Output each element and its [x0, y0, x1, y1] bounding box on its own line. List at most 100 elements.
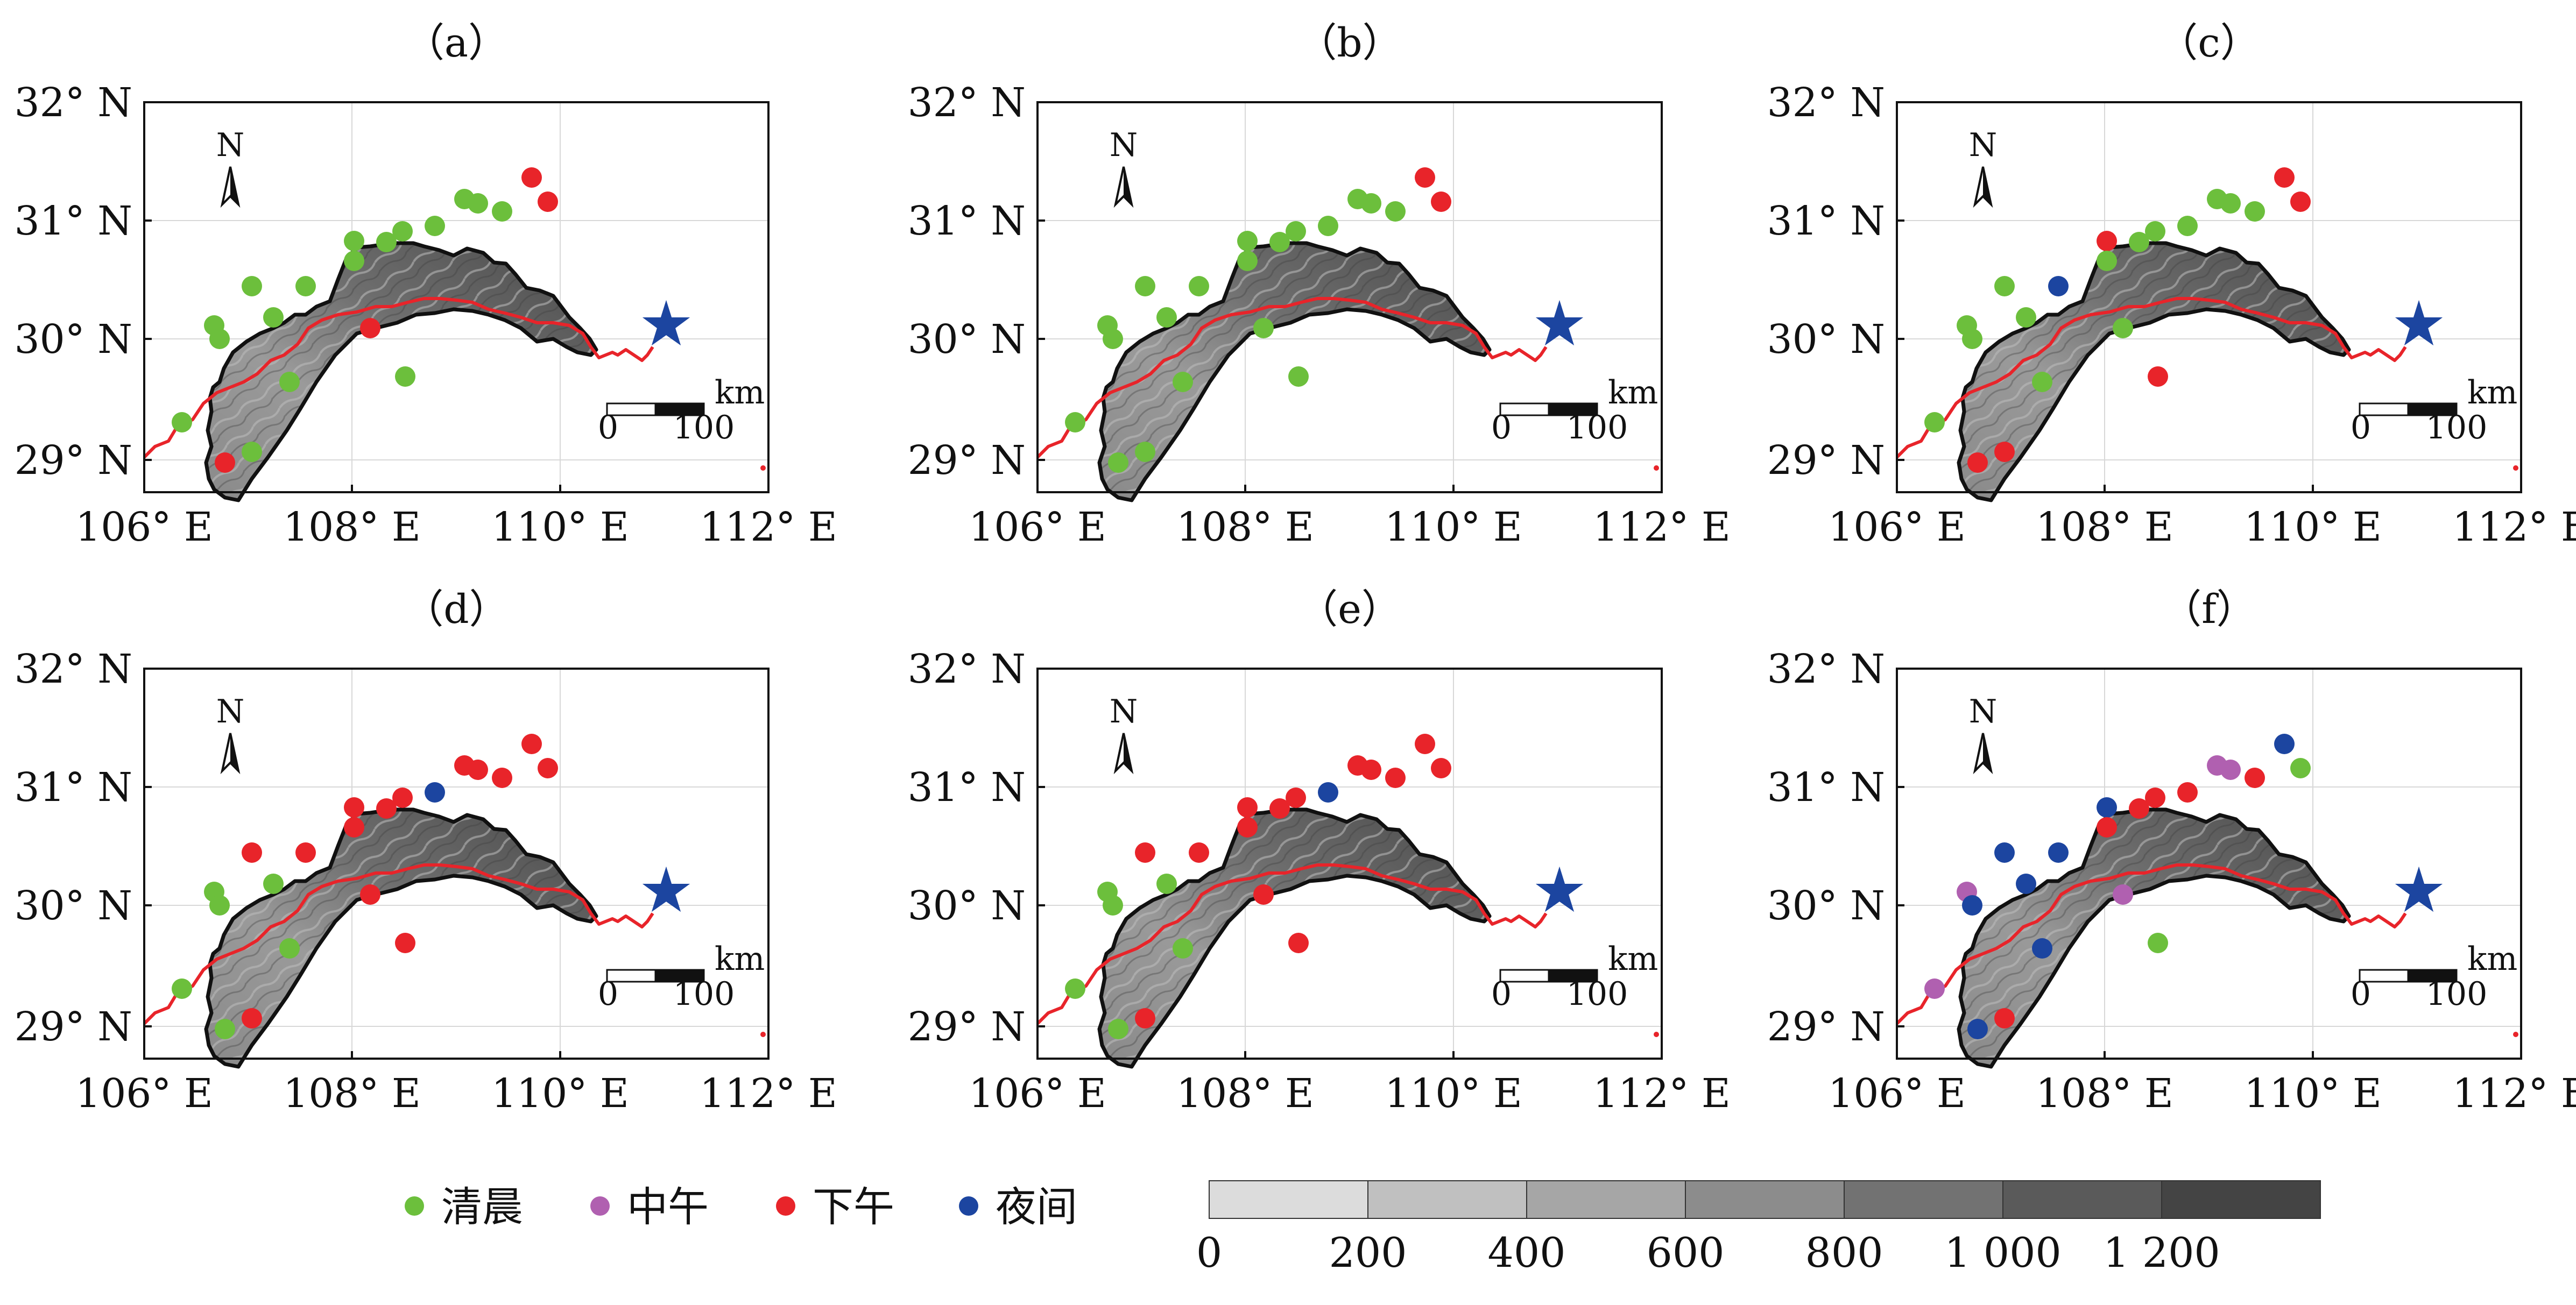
station-marker	[454, 189, 475, 209]
lon-tick-label: 106° E	[969, 1070, 1106, 1117]
lon-tick-label: 108° E	[283, 504, 421, 550]
scale-bar-unit: km	[715, 940, 765, 978]
station-marker	[425, 782, 445, 803]
scale-bar-start: 0	[598, 409, 618, 446]
legend-item-noon: 中午	[590, 1183, 709, 1231]
station-marker	[1347, 755, 1368, 776]
station-marker	[392, 221, 413, 242]
lat-tick-label: 32° N	[908, 646, 1026, 692]
scale-bar-start: 0	[598, 975, 618, 1013]
station-marker	[2097, 797, 2117, 818]
station-marker	[344, 817, 364, 838]
station-marker	[1189, 842, 1209, 863]
panel-label: （d）	[404, 586, 509, 633]
station-marker	[279, 938, 300, 959]
station-marker	[454, 755, 475, 776]
panel-label: （c）	[2158, 20, 2260, 66]
station-marker	[1269, 798, 1290, 819]
outlet-star-icon	[2395, 300, 2443, 345]
station-marker	[2274, 734, 2295, 754]
station-marker	[395, 366, 415, 387]
station-marker	[344, 251, 364, 271]
lat-tick-label: 32° N	[15, 646, 132, 692]
lon-tick-label: 108° E	[283, 1070, 421, 1117]
station-marker	[2032, 372, 2052, 392]
lat-tick-label: 29° N	[1767, 1004, 1885, 1050]
station-marker	[1318, 782, 1338, 803]
panel-label: （b）	[1297, 20, 1402, 66]
station-marker	[2145, 221, 2165, 242]
lon-tick-label: 108° E	[1176, 1070, 1314, 1117]
station-marker	[425, 216, 445, 236]
legend-marker-noon	[590, 1196, 610, 1216]
station-marker	[376, 232, 397, 252]
legend-label-night: 夜间	[996, 1183, 1077, 1231]
scale-bar-unit: km	[2467, 940, 2517, 978]
station-marker	[2113, 884, 2133, 905]
elevation-bar-label: 1 000	[1944, 1229, 2062, 1276]
map-panels: Nkm 0 100 （a） 32° N 31° N 30° N 29° N 106° E 108°…	[15, 20, 2576, 1117]
station-marker	[1385, 201, 1406, 222]
station-marker	[2145, 788, 2165, 808]
station-marker	[242, 1008, 262, 1029]
station-marker	[263, 874, 284, 894]
station-marker	[2290, 192, 2311, 212]
station-marker	[1135, 276, 1155, 296]
outlet-star-icon	[643, 867, 690, 912]
station-marker	[344, 231, 364, 251]
elevation-bar-segment	[2002, 1180, 2162, 1219]
lon-tick-label: 112° E	[2452, 1070, 2576, 1117]
station-marker	[521, 167, 542, 188]
station-marker	[2177, 216, 2198, 236]
station-marker	[360, 884, 380, 905]
scale-bar-end: 100	[2426, 409, 2488, 446]
station-marker	[1237, 797, 1258, 818]
lon-tick-label: 110° E	[491, 504, 629, 550]
station-marker	[215, 452, 235, 473]
station-marker	[360, 318, 380, 338]
station-marker	[1135, 442, 1155, 462]
station-marker	[2048, 276, 2069, 296]
lon-tick-label: 112° E	[700, 1070, 837, 1117]
north-arrow-label: N	[216, 693, 245, 730]
outlet-star-icon	[2395, 867, 2443, 912]
station-marker	[1269, 232, 1290, 252]
station-marker	[1924, 412, 1945, 432]
lat-tick-label: 29° N	[15, 1004, 132, 1050]
station-marker	[492, 768, 512, 788]
elevation-bar-segment	[1844, 1180, 2003, 1219]
station-marker	[1237, 251, 1258, 271]
station-marker	[1962, 895, 1982, 916]
station-marker	[1967, 1019, 1988, 1039]
scale-bar-end: 100	[2426, 975, 2488, 1013]
lon-tick-label: 110° E	[1385, 1070, 1522, 1117]
station-marker	[1286, 221, 1306, 242]
station-marker	[242, 842, 262, 863]
map-panel: Nkm 0 100 （c） 32° N 31° N 30° N 29° N 106° E 108°…	[1767, 20, 2576, 550]
station-marker	[1431, 192, 1451, 212]
station-marker	[2274, 167, 2295, 188]
panel-label: （a）	[405, 20, 508, 66]
north-arrow-label: N	[216, 126, 245, 164]
lat-tick-label: 30° N	[908, 316, 1026, 363]
scale-bar-start: 0	[1491, 409, 1512, 446]
outlet-star-icon	[643, 300, 690, 345]
lon-tick-label: 112° E	[1593, 504, 1731, 550]
elevation-bar-segment	[2161, 1180, 2321, 1219]
station-marker	[2148, 933, 2168, 953]
lon-tick-label: 110° E	[2244, 1070, 2382, 1117]
lon-tick-label: 112° E	[700, 504, 837, 550]
station-marker	[1237, 231, 1258, 251]
lat-tick-label: 32° N	[15, 80, 132, 126]
station-marker	[344, 797, 364, 818]
station-marker	[1415, 167, 1435, 188]
station-marker	[1135, 1008, 1155, 1029]
lat-tick-label: 30° N	[908, 883, 1026, 929]
lon-tick-label: 108° E	[2036, 1070, 2173, 1117]
station-marker	[1189, 276, 1209, 296]
station-marker	[1994, 1008, 2015, 1029]
station-marker	[1347, 189, 1368, 209]
lat-tick-label: 30° N	[1767, 883, 1885, 929]
station-marker	[2148, 366, 2168, 387]
